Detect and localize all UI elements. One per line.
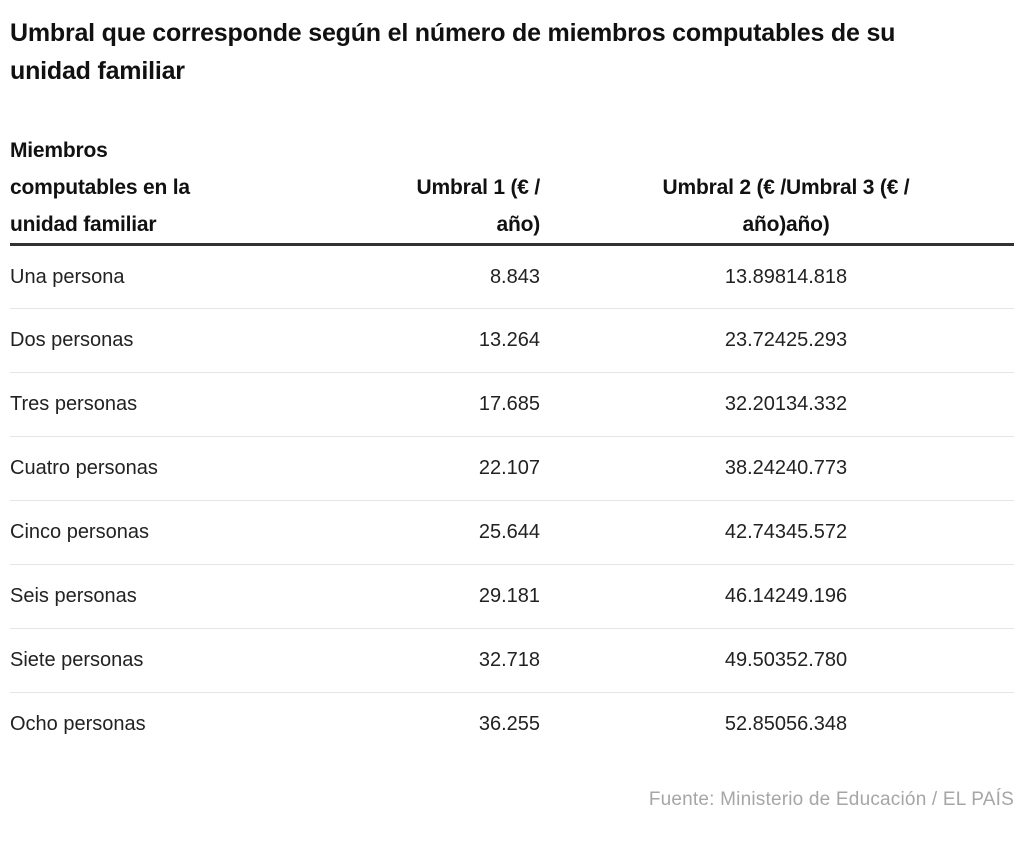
umbral-table: Miembros computables en la unidad famili… — [10, 132, 1014, 757]
row-label: Seis personas — [10, 564, 340, 629]
table-row: Cinco personas 25.644 42.743 45.572 — [10, 500, 1014, 565]
row-value-umbral3: 45.572 — [786, 500, 1014, 565]
graphic-title: Umbral que corresponde según el número d… — [10, 19, 896, 85]
source-credit: Fuente: Ministerio de Educación / EL PAÍ… — [648, 788, 1014, 810]
row-label: Una persona — [10, 244, 340, 309]
column-header-umbral1: Umbral 1 (€ / año) — [340, 132, 540, 246]
row-value-umbral3: 25.293 — [786, 308, 1014, 373]
row-value-umbral1: 32.718 — [340, 628, 540, 693]
row-value-umbral2: 46.142 — [540, 564, 786, 629]
row-value-umbral3: 40.773 — [786, 436, 1014, 501]
table-row: Tres personas 17.685 32.201 34.332 — [10, 372, 1014, 437]
table-row: Dos personas 13.264 23.724 25.293 — [10, 308, 1014, 373]
row-value-umbral1: 17.685 — [340, 372, 540, 437]
row-value-umbral3: 34.332 — [786, 372, 1014, 437]
row-value-umbral3: 14.818 — [786, 244, 1014, 309]
row-label: Cinco personas — [10, 500, 340, 565]
row-value-umbral2: 49.503 — [540, 628, 786, 693]
table-row: Una persona 8.843 13.898 14.818 — [10, 244, 1014, 309]
row-value-umbral1: 8.843 — [340, 244, 540, 309]
table-row: Cuatro personas 22.107 38.242 40.773 — [10, 436, 1014, 501]
row-label: Cuatro personas — [10, 436, 340, 501]
table-body: Una persona 8.843 13.898 14.818 Dos personas… — [10, 244, 1014, 757]
table-header-row: Miembros computables en la unidad famili… — [10, 132, 1014, 246]
row-value-umbral3: 56.348 — [786, 713, 848, 736]
row-value-umbral2: 52.850 — [724, 713, 786, 736]
row-value-umbral1: 29.181 — [340, 564, 540, 629]
row-value-umbral1: 25.644 — [340, 500, 540, 565]
column-header-umbral2: Umbral 2 (€ / año) — [540, 132, 786, 246]
row-value-umbral2: 38.242 — [540, 436, 786, 501]
row-value-umbral2: 32.201 — [540, 372, 786, 437]
column-header-members: Miembros computables en la unidad famili… — [10, 132, 340, 246]
row-value-umbral2: 42.743 — [540, 500, 786, 565]
table-row: Siete personas 32.718 49.503 52.780 — [10, 628, 1014, 693]
row-value-umbral2: 13.898 — [540, 244, 786, 309]
table-row: Ocho personas 36.255 52.850 56.348 — [10, 693, 1014, 757]
row-value-umbral3: 49.196 — [786, 564, 1014, 629]
table-row: Seis personas 29.181 46.142 49.196 — [10, 564, 1014, 629]
row-label: Tres personas — [10, 372, 340, 437]
row-value-umbral1: 36.255 — [478, 713, 540, 736]
row-value-umbral1: 22.107 — [340, 436, 540, 501]
row-label: Siete personas — [10, 628, 340, 693]
row-label: Dos personas — [10, 308, 340, 373]
row-value-umbral1: 13.264 — [340, 308, 540, 373]
row-label: Ocho personas — [10, 713, 146, 736]
row-value-umbral3: 52.780 — [786, 628, 1014, 693]
table-header: Miembros computables en la unidad famili… — [10, 132, 1014, 246]
column-header-umbral3: Umbral 3 (€ / año) — [786, 132, 1014, 246]
row-value-umbral2: 23.724 — [540, 308, 786, 373]
